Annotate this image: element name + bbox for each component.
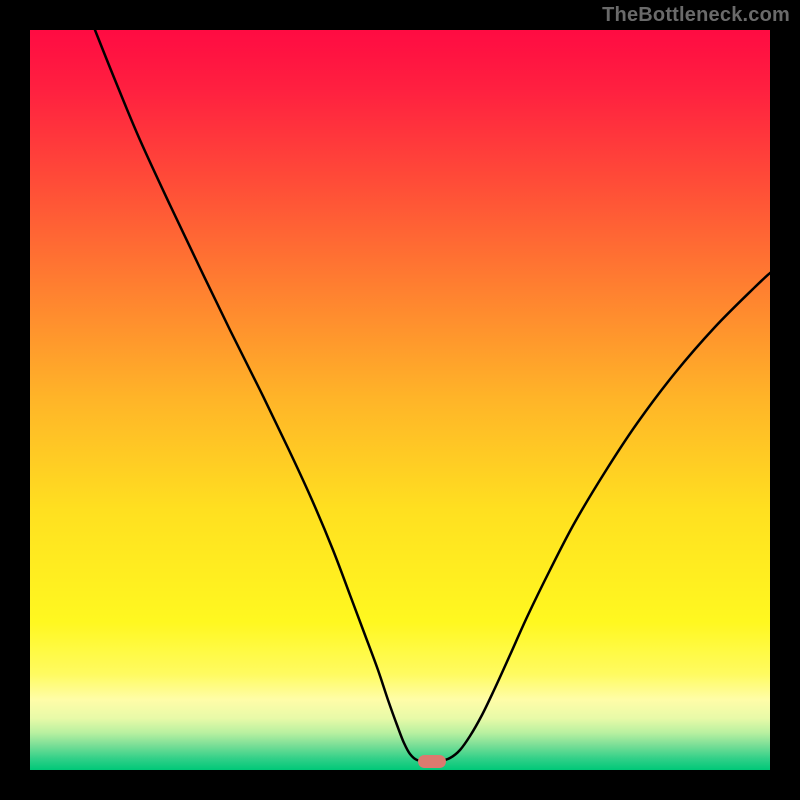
minimum-marker [418, 755, 446, 768]
watermark-text: TheBottleneck.com [602, 4, 790, 27]
chart-frame [0, 0, 800, 800]
bottleneck-curve [30, 30, 770, 770]
plot-area [30, 30, 770, 770]
